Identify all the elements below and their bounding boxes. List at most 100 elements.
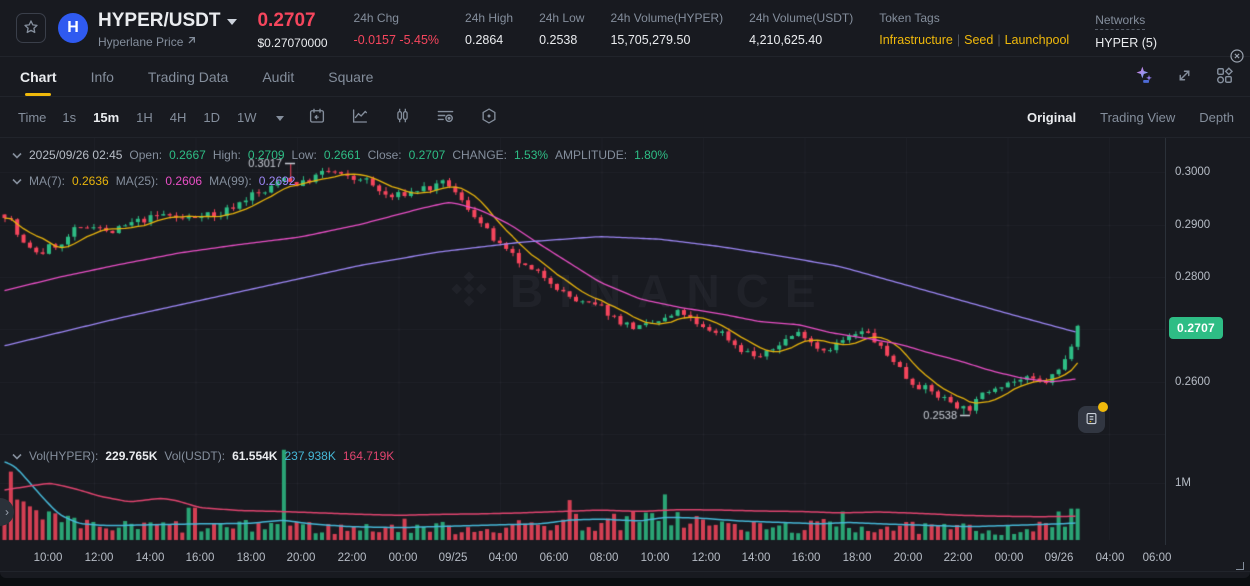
layout-grid-button[interactable] bbox=[1215, 66, 1234, 88]
collapse-chevron-icon[interactable] bbox=[12, 148, 22, 162]
stat-label: 24h Volume(USDT) bbox=[749, 11, 854, 25]
line-chart-edit-icon bbox=[351, 107, 369, 128]
chart-region: BINANCE 2025/09/26 02:45 Open:0.2667 Hig… bbox=[0, 138, 1250, 586]
ai-sparkle-icon bbox=[1134, 65, 1154, 88]
time-tick: 22:00 bbox=[337, 552, 367, 564]
vol-ma-pink-value: 164.719K bbox=[342, 449, 395, 463]
vol-hyper-label: Vol(HYPER): bbox=[29, 449, 99, 463]
interval-1d[interactable]: 1D bbox=[203, 109, 221, 125]
tag-seed[interactable]: Seed bbox=[964, 33, 994, 47]
time-tick: 06:00 bbox=[1142, 552, 1172, 564]
favorite-button[interactable] bbox=[16, 13, 46, 43]
change-label: CHANGE: bbox=[452, 148, 508, 162]
candlestick-canvas[interactable] bbox=[0, 138, 1165, 545]
ohlc-legend: 2025/09/26 02:45 Open: 0.2667 High: 0.2709… bbox=[12, 148, 668, 162]
page-tabs: Chart Info Trading Data Audit Square bbox=[0, 49, 1250, 97]
date-range-button[interactable] bbox=[308, 107, 326, 128]
token-logo: H bbox=[58, 13, 88, 43]
calendar-icon bbox=[308, 107, 326, 128]
time-tick: 20:00 bbox=[286, 552, 316, 564]
chart-style-button[interactable] bbox=[351, 107, 369, 128]
grid-apps-icon bbox=[1215, 66, 1234, 88]
ma-legend: MA(7): 0.2636 MA(25): 0.2606 MA(99): 0.2692 bbox=[12, 174, 295, 188]
stat-value: 15,705,279.50 bbox=[610, 33, 691, 47]
ma99-label: MA(99): bbox=[209, 174, 252, 188]
ma99-value: 0.2692 bbox=[258, 174, 296, 188]
collapse-chevron-icon[interactable] bbox=[12, 449, 22, 463]
view-depth[interactable]: Depth bbox=[1199, 109, 1234, 125]
amplitude-value: 1.80% bbox=[634, 148, 669, 162]
time-tick: 09/26 bbox=[1044, 552, 1074, 564]
tag-separator: | bbox=[956, 33, 961, 47]
notification-dot bbox=[1098, 402, 1108, 412]
stat-value: 0.2864 bbox=[465, 33, 504, 47]
vol-usdt-label: Vol(USDT): bbox=[164, 449, 226, 463]
close-button[interactable] bbox=[1229, 48, 1245, 67]
pair-selector[interactable]: HYPER/USDT bbox=[98, 10, 238, 32]
resize-corner[interactable] bbox=[1236, 562, 1244, 570]
time-tick: 14:00 bbox=[741, 552, 771, 564]
price-tick: 0.2900 bbox=[1175, 218, 1211, 231]
time-tick: 16:00 bbox=[791, 552, 821, 564]
pane-expander-button[interactable]: › bbox=[0, 498, 14, 526]
time-tick: 08:00 bbox=[589, 552, 619, 564]
interval-dropdown-caret[interactable] bbox=[275, 115, 284, 121]
tag-infrastructure[interactable]: Infrastructure bbox=[879, 33, 953, 47]
amplitude-label: AMPLITUDE: bbox=[555, 148, 628, 162]
time-label: Time bbox=[18, 109, 47, 125]
tab-square[interactable]: Square bbox=[328, 68, 374, 85]
fullscreen-button[interactable] bbox=[1176, 67, 1193, 87]
time-axis[interactable]: 10:00 12:00 14:00 16:00 18:00 20:00 22:00 00:00… bbox=[0, 545, 1250, 572]
stat-24h-volume-usdt: 24h Volume(USDT) 4,210,625.40 bbox=[749, 11, 853, 50]
tab-chart[interactable]: Chart bbox=[20, 57, 57, 96]
ma7-label: MA(7): bbox=[29, 174, 65, 188]
pair-subtitle-link[interactable]: Hyperlane Price bbox=[98, 35, 237, 49]
open-value: 0.2667 bbox=[169, 148, 206, 162]
close-label: Close: bbox=[367, 148, 402, 162]
networks-value: HYPER (5) bbox=[1095, 36, 1158, 50]
interval-4h[interactable]: 4H bbox=[169, 109, 187, 125]
chart-toolbar: Time 1s 15m 1H 4H 1D 1W bbox=[0, 97, 1250, 138]
indicators-icon bbox=[436, 106, 455, 128]
stat-24h-volume-hyper: 24h Volume(HYPER) 15,705,279.50 bbox=[610, 11, 723, 50]
low-label: Low: bbox=[291, 148, 317, 162]
view-original[interactable]: Original bbox=[1027, 109, 1077, 125]
stat-label: 24h Chg bbox=[353, 11, 399, 25]
external-link-icon bbox=[186, 35, 196, 49]
ma7-value: 0.2636 bbox=[72, 174, 109, 188]
interval-1s[interactable]: 1s bbox=[62, 109, 77, 125]
price-tick: 0.2600 bbox=[1175, 376, 1211, 388]
candle-type-button[interactable] bbox=[394, 107, 411, 127]
settings-hexagon-icon bbox=[480, 107, 498, 128]
interval-15m[interactable]: 15m bbox=[93, 109, 120, 125]
high-label: High: bbox=[212, 148, 241, 162]
time-tick: 22:00 bbox=[943, 552, 973, 564]
time-tick: 00:00 bbox=[994, 552, 1024, 564]
stat-label: 24h Low bbox=[539, 11, 585, 25]
time-tick: 00:00 bbox=[388, 552, 418, 564]
tab-audit[interactable]: Audit bbox=[262, 68, 295, 85]
stat-24h-chg: 24h Chg -0.0157 -5.45% bbox=[354, 11, 439, 50]
ma25-value: 0.2606 bbox=[165, 174, 203, 188]
market-header: H HYPER/USDT Hyperlane Price 0.2707 $0.2… bbox=[0, 0, 1250, 57]
price-axis[interactable]: 0.3000 0.2900 0.2800 0.2600 0.2707 1M bbox=[1165, 138, 1250, 545]
collapse-chevron-icon[interactable] bbox=[12, 174, 22, 188]
time-tick: 14:00 bbox=[135, 552, 165, 564]
view-tradingview[interactable]: Trading View bbox=[1100, 109, 1176, 125]
stat-value: 0.2538 bbox=[539, 33, 578, 47]
time-tick: 12:00 bbox=[84, 552, 114, 564]
vol-usdt-value: 61.554K bbox=[232, 449, 278, 463]
tag-launchpool[interactable]: Launchpool bbox=[1004, 33, 1070, 47]
star-icon bbox=[23, 19, 39, 38]
ai-insights-button[interactable] bbox=[1134, 65, 1154, 88]
interval-1h[interactable]: 1H bbox=[136, 109, 153, 125]
chart-settings-button[interactable] bbox=[480, 107, 498, 128]
news-button[interactable] bbox=[1078, 402, 1108, 433]
tab-info[interactable]: Info bbox=[90, 68, 114, 85]
stat-24h-high: 24h High 0.2864 bbox=[465, 11, 513, 50]
interval-1w[interactable]: 1W bbox=[237, 109, 257, 125]
indicators-button[interactable] bbox=[436, 106, 455, 128]
tab-trading-data[interactable]: Trading Data bbox=[147, 68, 229, 85]
change-value: 1.53% bbox=[514, 148, 549, 162]
